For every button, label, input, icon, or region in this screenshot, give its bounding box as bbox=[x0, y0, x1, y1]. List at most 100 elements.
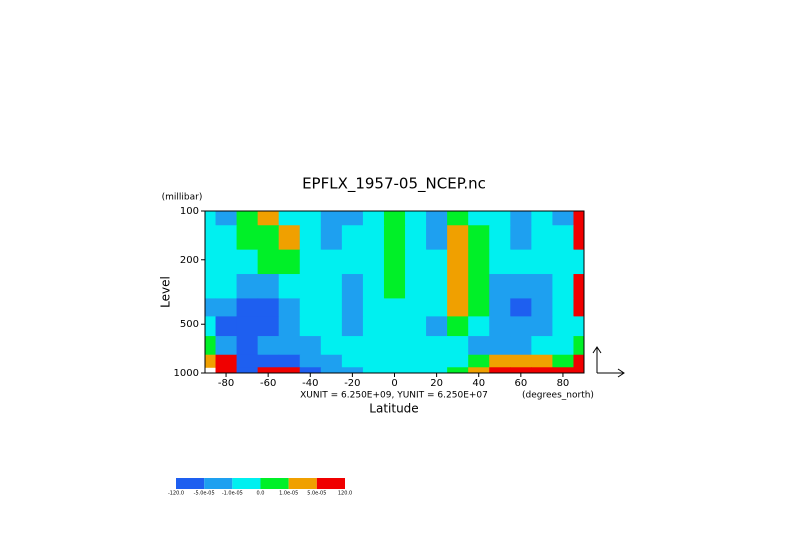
contour-cell bbox=[468, 367, 490, 374]
contour-cell bbox=[531, 274, 553, 299]
contour-cell bbox=[426, 316, 448, 337]
contour-cell bbox=[299, 298, 322, 317]
contour-cell bbox=[278, 249, 301, 275]
x-axis-label: Latitude bbox=[369, 402, 418, 416]
colorbar-label: 0.0 bbox=[257, 491, 265, 497]
contour-cell bbox=[299, 336, 322, 356]
contour-cell bbox=[383, 336, 406, 356]
contour-cell bbox=[341, 298, 364, 317]
contour-cell bbox=[383, 316, 406, 337]
contour-cell bbox=[447, 274, 469, 299]
contour-cell bbox=[468, 354, 490, 368]
contour-cell bbox=[205, 298, 217, 317]
contour-cell bbox=[531, 354, 553, 368]
contour-cell bbox=[205, 274, 217, 299]
contour-cell bbox=[447, 211, 469, 226]
contour-cell bbox=[341, 249, 364, 275]
contour-cell bbox=[531, 225, 553, 251]
contour-cell bbox=[489, 367, 511, 374]
x-tick-label: 80 bbox=[557, 378, 570, 389]
colorbar-label: -1.0e-05 bbox=[222, 491, 243, 497]
contour-cell bbox=[362, 249, 385, 275]
contour-cell bbox=[257, 367, 280, 374]
contour-cell bbox=[573, 274, 585, 299]
contour-cell bbox=[510, 354, 532, 368]
contour-cell bbox=[257, 316, 280, 337]
colorbar-label: -120.0 bbox=[168, 491, 184, 497]
contour-cell bbox=[278, 225, 301, 251]
contour-cell bbox=[573, 249, 585, 275]
contour-cell bbox=[468, 274, 490, 299]
contour-cell bbox=[205, 316, 217, 337]
contour-cell bbox=[383, 367, 406, 374]
contour-cell bbox=[320, 225, 343, 251]
contour-cell bbox=[573, 367, 585, 374]
contour-cell bbox=[510, 367, 532, 374]
contour-cell bbox=[362, 336, 385, 356]
contour-cell bbox=[426, 354, 448, 368]
contour-cell bbox=[552, 316, 574, 337]
contour-cell bbox=[320, 298, 343, 317]
contour-cell bbox=[362, 354, 385, 368]
contour-cell bbox=[468, 336, 490, 356]
contour-cell bbox=[236, 316, 259, 337]
contour-cell bbox=[383, 298, 406, 317]
contour-cell bbox=[278, 274, 301, 299]
y-tick-label: 500 bbox=[180, 319, 199, 330]
colorbar-box bbox=[288, 478, 317, 489]
contour-cell bbox=[383, 249, 406, 275]
contour-cell bbox=[205, 249, 217, 275]
contour-cell bbox=[257, 249, 280, 275]
contour-cell bbox=[215, 367, 238, 374]
contour-cell bbox=[383, 225, 406, 251]
contour-cell bbox=[405, 274, 427, 299]
contour-cell bbox=[362, 316, 385, 337]
contour-cell bbox=[215, 336, 238, 356]
contour-cell bbox=[215, 249, 238, 275]
contour-cell bbox=[531, 367, 553, 374]
contour-cell bbox=[299, 367, 322, 374]
contour-cell bbox=[320, 354, 343, 368]
contour-cell bbox=[447, 336, 469, 356]
contour-cell bbox=[257, 225, 280, 251]
x-tick-label: -60 bbox=[260, 378, 276, 389]
contour-cell bbox=[320, 316, 343, 337]
contour-cell bbox=[426, 225, 448, 251]
contour-cell bbox=[468, 316, 490, 337]
contour-cell bbox=[320, 211, 343, 226]
contour-cell bbox=[236, 274, 259, 299]
contour-cell bbox=[236, 211, 259, 226]
contour-cell bbox=[236, 367, 259, 374]
contour-cell bbox=[299, 354, 322, 368]
contour-cell bbox=[320, 367, 343, 374]
colorbar-box bbox=[204, 478, 233, 489]
x-unit: (degrees_north) bbox=[522, 391, 594, 401]
contour-cell bbox=[299, 225, 322, 251]
contour-cell bbox=[510, 249, 532, 275]
contour-cell bbox=[447, 298, 469, 317]
contour-cell bbox=[405, 354, 427, 368]
contour-cell bbox=[573, 354, 585, 368]
contour-cell bbox=[341, 367, 364, 374]
contour-cell bbox=[447, 354, 469, 368]
contour-cell bbox=[552, 211, 574, 226]
colorbar-label: 120.0 bbox=[338, 491, 352, 497]
contour-cell bbox=[383, 211, 406, 226]
contour-cell bbox=[447, 249, 469, 275]
y-tick-label: 100 bbox=[180, 206, 199, 217]
x-tick-label: 40 bbox=[472, 378, 485, 389]
contour-cell bbox=[447, 316, 469, 337]
contour-cell bbox=[257, 298, 280, 317]
contour-cell bbox=[278, 211, 301, 226]
contour-cell bbox=[405, 225, 427, 251]
contour-cell bbox=[278, 298, 301, 317]
colorbar-box bbox=[260, 478, 289, 489]
contour-cell bbox=[489, 298, 511, 317]
contour-cell bbox=[405, 211, 427, 226]
contour-cell bbox=[278, 316, 301, 337]
contour-cell bbox=[489, 354, 511, 368]
contour-cell bbox=[362, 298, 385, 317]
contour-cell bbox=[405, 367, 427, 374]
contour-cell bbox=[278, 367, 301, 374]
colorbar-box bbox=[176, 478, 205, 489]
